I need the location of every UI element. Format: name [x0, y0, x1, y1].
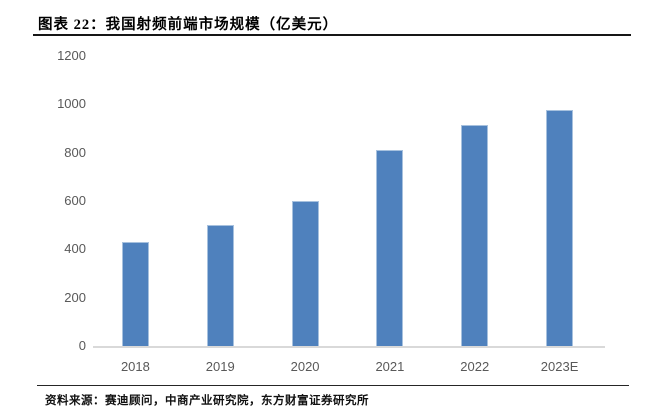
bar	[461, 124, 489, 346]
x-axis-label: 2019	[205, 359, 235, 374]
y-axis-tick-label: 0	[78, 338, 86, 353]
bar	[291, 201, 319, 346]
bar	[206, 225, 234, 346]
x-axis-label: 2020	[290, 359, 320, 374]
x-axis-line	[93, 346, 605, 348]
y-axis-tick-label: 400	[64, 241, 86, 257]
y-axis-tick-label: 800	[64, 144, 86, 160]
title-divider	[33, 34, 631, 36]
source-note: 资料来源：赛迪顾问，中商产业研究院，东方财富证券研究所	[45, 395, 369, 407]
x-axis-label: 2018	[120, 359, 150, 374]
footer-divider	[37, 385, 629, 386]
x-axis-label: 2023E	[540, 359, 579, 374]
x-axis-label: 2021	[375, 359, 405, 374]
x-axis-label: 2022	[460, 359, 490, 374]
y-axis-tick-label: 200	[64, 289, 86, 305]
y-axis-tick-label: 1200	[57, 48, 86, 63]
figure-title: 图表 22：我国射频前端市场规模（亿美元）	[38, 17, 339, 33]
bar	[376, 150, 404, 346]
y-axis-tick-label: 600	[64, 193, 86, 208]
bar	[546, 110, 574, 346]
bar	[121, 242, 149, 346]
y-axis-tick-label: 1000	[57, 96, 86, 112]
